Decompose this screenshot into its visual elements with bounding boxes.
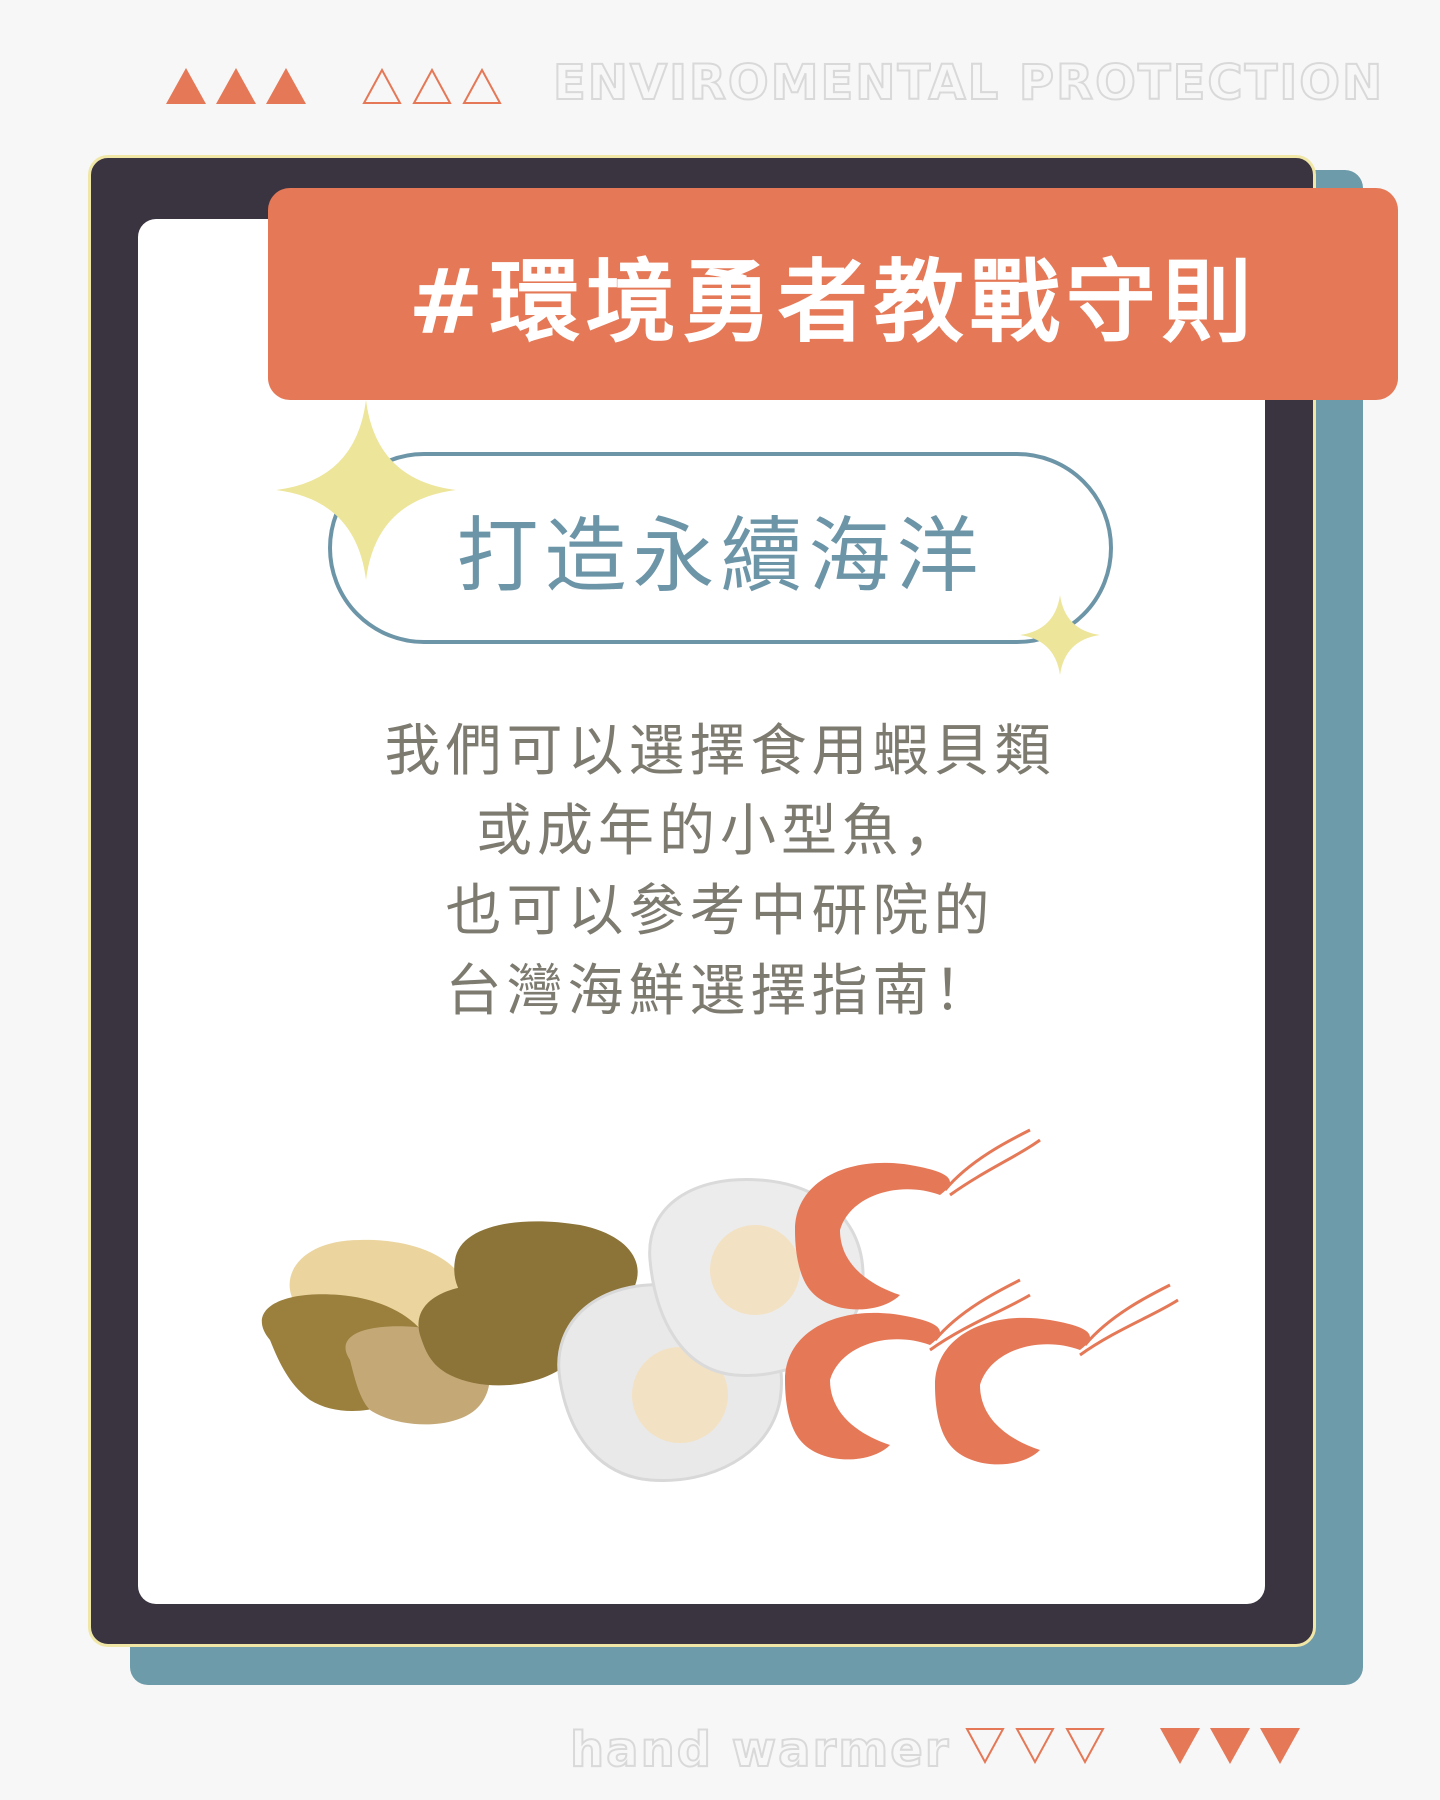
triangle-outline-icon [362, 68, 402, 104]
triangle-outline-icon [412, 68, 452, 104]
title-banner: #環境勇者教戰守則 [268, 188, 1398, 400]
headline-text: ENVIROMENTAL PROTECTION [552, 54, 1385, 112]
body-line: 我們可以選擇食用蝦貝類 [384, 719, 1056, 784]
footer-tagline: hand warmer [569, 1721, 951, 1779]
top-outline-triangles [362, 68, 502, 104]
bottom-filled-triangles [1160, 1728, 1300, 1764]
triangle-outline-down-icon [1065, 1728, 1105, 1764]
triangle-outline-icon [462, 68, 502, 104]
triangle-icon [216, 68, 256, 104]
bottom-outline-triangles [965, 1728, 1105, 1764]
clam-icon [261, 1221, 638, 1425]
triangle-down-icon [1210, 1728, 1250, 1764]
triangle-outline-down-icon [965, 1728, 1005, 1764]
triangle-down-icon [1260, 1728, 1300, 1764]
body-line: 或成年的小型魚， [476, 799, 964, 864]
shrimp-icon [785, 1128, 1179, 1465]
body-line: 台灣海鮮選擇指南！ [445, 959, 995, 1024]
top-filled-triangles [166, 68, 306, 104]
triangle-icon [166, 68, 206, 104]
triangle-down-icon [1160, 1728, 1200, 1764]
page-title: #環境勇者教戰守則 [408, 250, 1258, 355]
scallop-icon [557, 1177, 865, 1483]
triangle-icon [266, 68, 306, 104]
body-text: 我們可以選擇食用蝦貝類 或成年的小型魚， 也可以參考中研院的 台灣海鮮選擇指南！ [200, 712, 1240, 1032]
sparkle-small-icon [1020, 595, 1100, 675]
subtitle-pill: 打造永續海洋 [328, 452, 1113, 644]
triangle-outline-down-icon [1015, 1728, 1055, 1764]
subtitle-text: 打造永續海洋 [456, 508, 985, 604]
sparkle-large-icon [276, 400, 456, 580]
seafood-illustration [261, 1128, 1179, 1483]
body-line: 也可以參考中研院的 [445, 879, 995, 944]
